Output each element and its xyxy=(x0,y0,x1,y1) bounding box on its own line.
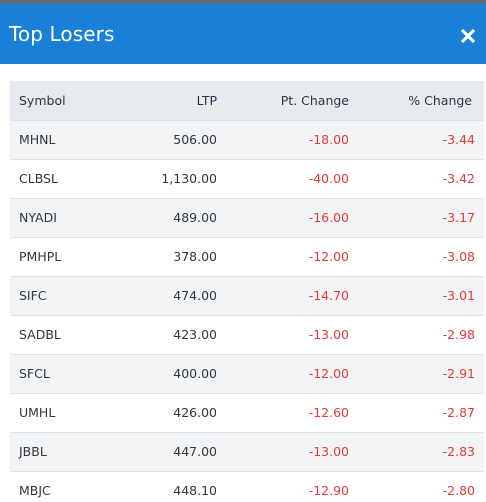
table-row[interactable]: JBBL 447.00 -13.00 -2.83 xyxy=(10,432,484,471)
pct-change-cell: -3.17 xyxy=(442,210,475,225)
table-row[interactable]: SIFC 474.00 -14.70 -3.01 xyxy=(10,276,484,315)
pct-change-cell: -3.44 xyxy=(442,132,475,147)
modal-title: Top Losers xyxy=(9,22,115,46)
symbol-cell: NYADI xyxy=(19,210,57,225)
ltp-cell: 400.00 xyxy=(173,366,217,381)
pt-change-cell: -13.00 xyxy=(308,444,349,459)
pt-change-cell: -12.00 xyxy=(308,249,349,264)
modal-header: Top Losers xyxy=(0,4,486,64)
symbol-cell: MBJC xyxy=(19,483,51,499)
pct-change-cell: -2.87 xyxy=(442,405,475,420)
close-button[interactable] xyxy=(459,25,477,47)
pt-change-cell: -18.00 xyxy=(308,132,349,147)
symbol-cell: SADBL xyxy=(19,327,61,342)
pct-change-cell: -3.01 xyxy=(442,288,475,303)
symbol-cell: JBBL xyxy=(19,444,47,459)
pt-change-cell: -14.70 xyxy=(308,288,349,303)
table-body: MHNL 506.00 -18.00 -3.44 CLBSL 1,130.00 -40.00… xyxy=(10,120,484,502)
symbol-cell: SFCL xyxy=(19,366,50,381)
pct-change-cell: -3.42 xyxy=(442,171,475,186)
table-header: Symbol LTP Pt. Change % Change xyxy=(10,81,484,120)
table-row[interactable]: MBJC 448.10 -12.90 -2.80 xyxy=(10,471,484,502)
table-header-row: Symbol LTP Pt. Change % Change xyxy=(10,81,484,120)
pt-change-cell: -12.00 xyxy=(308,366,349,381)
table-row[interactable]: UMHL 426.00 -12.60 -2.87 xyxy=(10,393,484,432)
ltp-cell: 474.00 xyxy=(173,288,217,303)
column-header-ltp[interactable]: LTP xyxy=(196,92,217,108)
table-row[interactable]: CLBSL 1,130.00 -40.00 -3.42 xyxy=(10,159,484,198)
pct-change-cell: -3.08 xyxy=(442,249,475,264)
modal-top-border xyxy=(0,0,486,4)
pt-change-cell: -16.00 xyxy=(308,210,349,225)
symbol-cell: UMHL xyxy=(19,405,56,420)
column-header-pct-change[interactable]: % Change xyxy=(408,92,472,108)
ltp-cell: 1,130.00 xyxy=(161,171,217,186)
symbol-cell: PMHPL xyxy=(19,249,62,264)
ltp-cell: 506.00 xyxy=(173,132,217,147)
table-row[interactable]: PMHPL 378.00 -12.00 -3.08 xyxy=(10,237,484,276)
table-row[interactable]: SADBL 423.00 -13.00 -2.98 xyxy=(10,315,484,354)
column-header-pt-change[interactable]: Pt. Change xyxy=(280,92,349,108)
ltp-cell: 426.00 xyxy=(173,405,217,420)
ltp-cell: 378.00 xyxy=(173,249,217,264)
symbol-cell: CLBSL xyxy=(19,171,58,186)
table-row[interactable]: NYADI 489.00 -16.00 -3.17 xyxy=(10,198,484,237)
ltp-cell: 447.00 xyxy=(173,444,217,459)
close-icon xyxy=(460,28,476,44)
pt-change-cell: -13.00 xyxy=(308,327,349,342)
ltp-cell: 448.10 xyxy=(173,483,217,499)
column-header-symbol[interactable]: Symbol xyxy=(19,92,66,108)
pct-change-cell: -2.91 xyxy=(442,366,475,381)
symbol-cell: SIFC xyxy=(19,288,47,303)
losers-table-container: Symbol LTP Pt. Change % Change MHNL 506.0… xyxy=(10,81,484,502)
table-row[interactable]: SFCL 400.00 -12.00 -2.91 xyxy=(10,354,484,393)
symbol-cell: MHNL xyxy=(19,132,56,147)
ltp-cell: 489.00 xyxy=(173,210,217,225)
pt-change-cell: -40.00 xyxy=(308,171,349,186)
losers-table: Symbol LTP Pt. Change % Change MHNL 506.0… xyxy=(10,81,484,502)
table-row[interactable]: MHNL 506.00 -18.00 -3.44 xyxy=(10,120,484,159)
pt-change-cell: -12.90 xyxy=(308,483,349,499)
pct-change-cell: -2.80 xyxy=(442,483,475,499)
pct-change-cell: -2.83 xyxy=(442,444,475,459)
pct-change-cell: -2.98 xyxy=(442,327,475,342)
ltp-cell: 423.00 xyxy=(173,327,217,342)
pt-change-cell: -12.60 xyxy=(308,405,349,420)
